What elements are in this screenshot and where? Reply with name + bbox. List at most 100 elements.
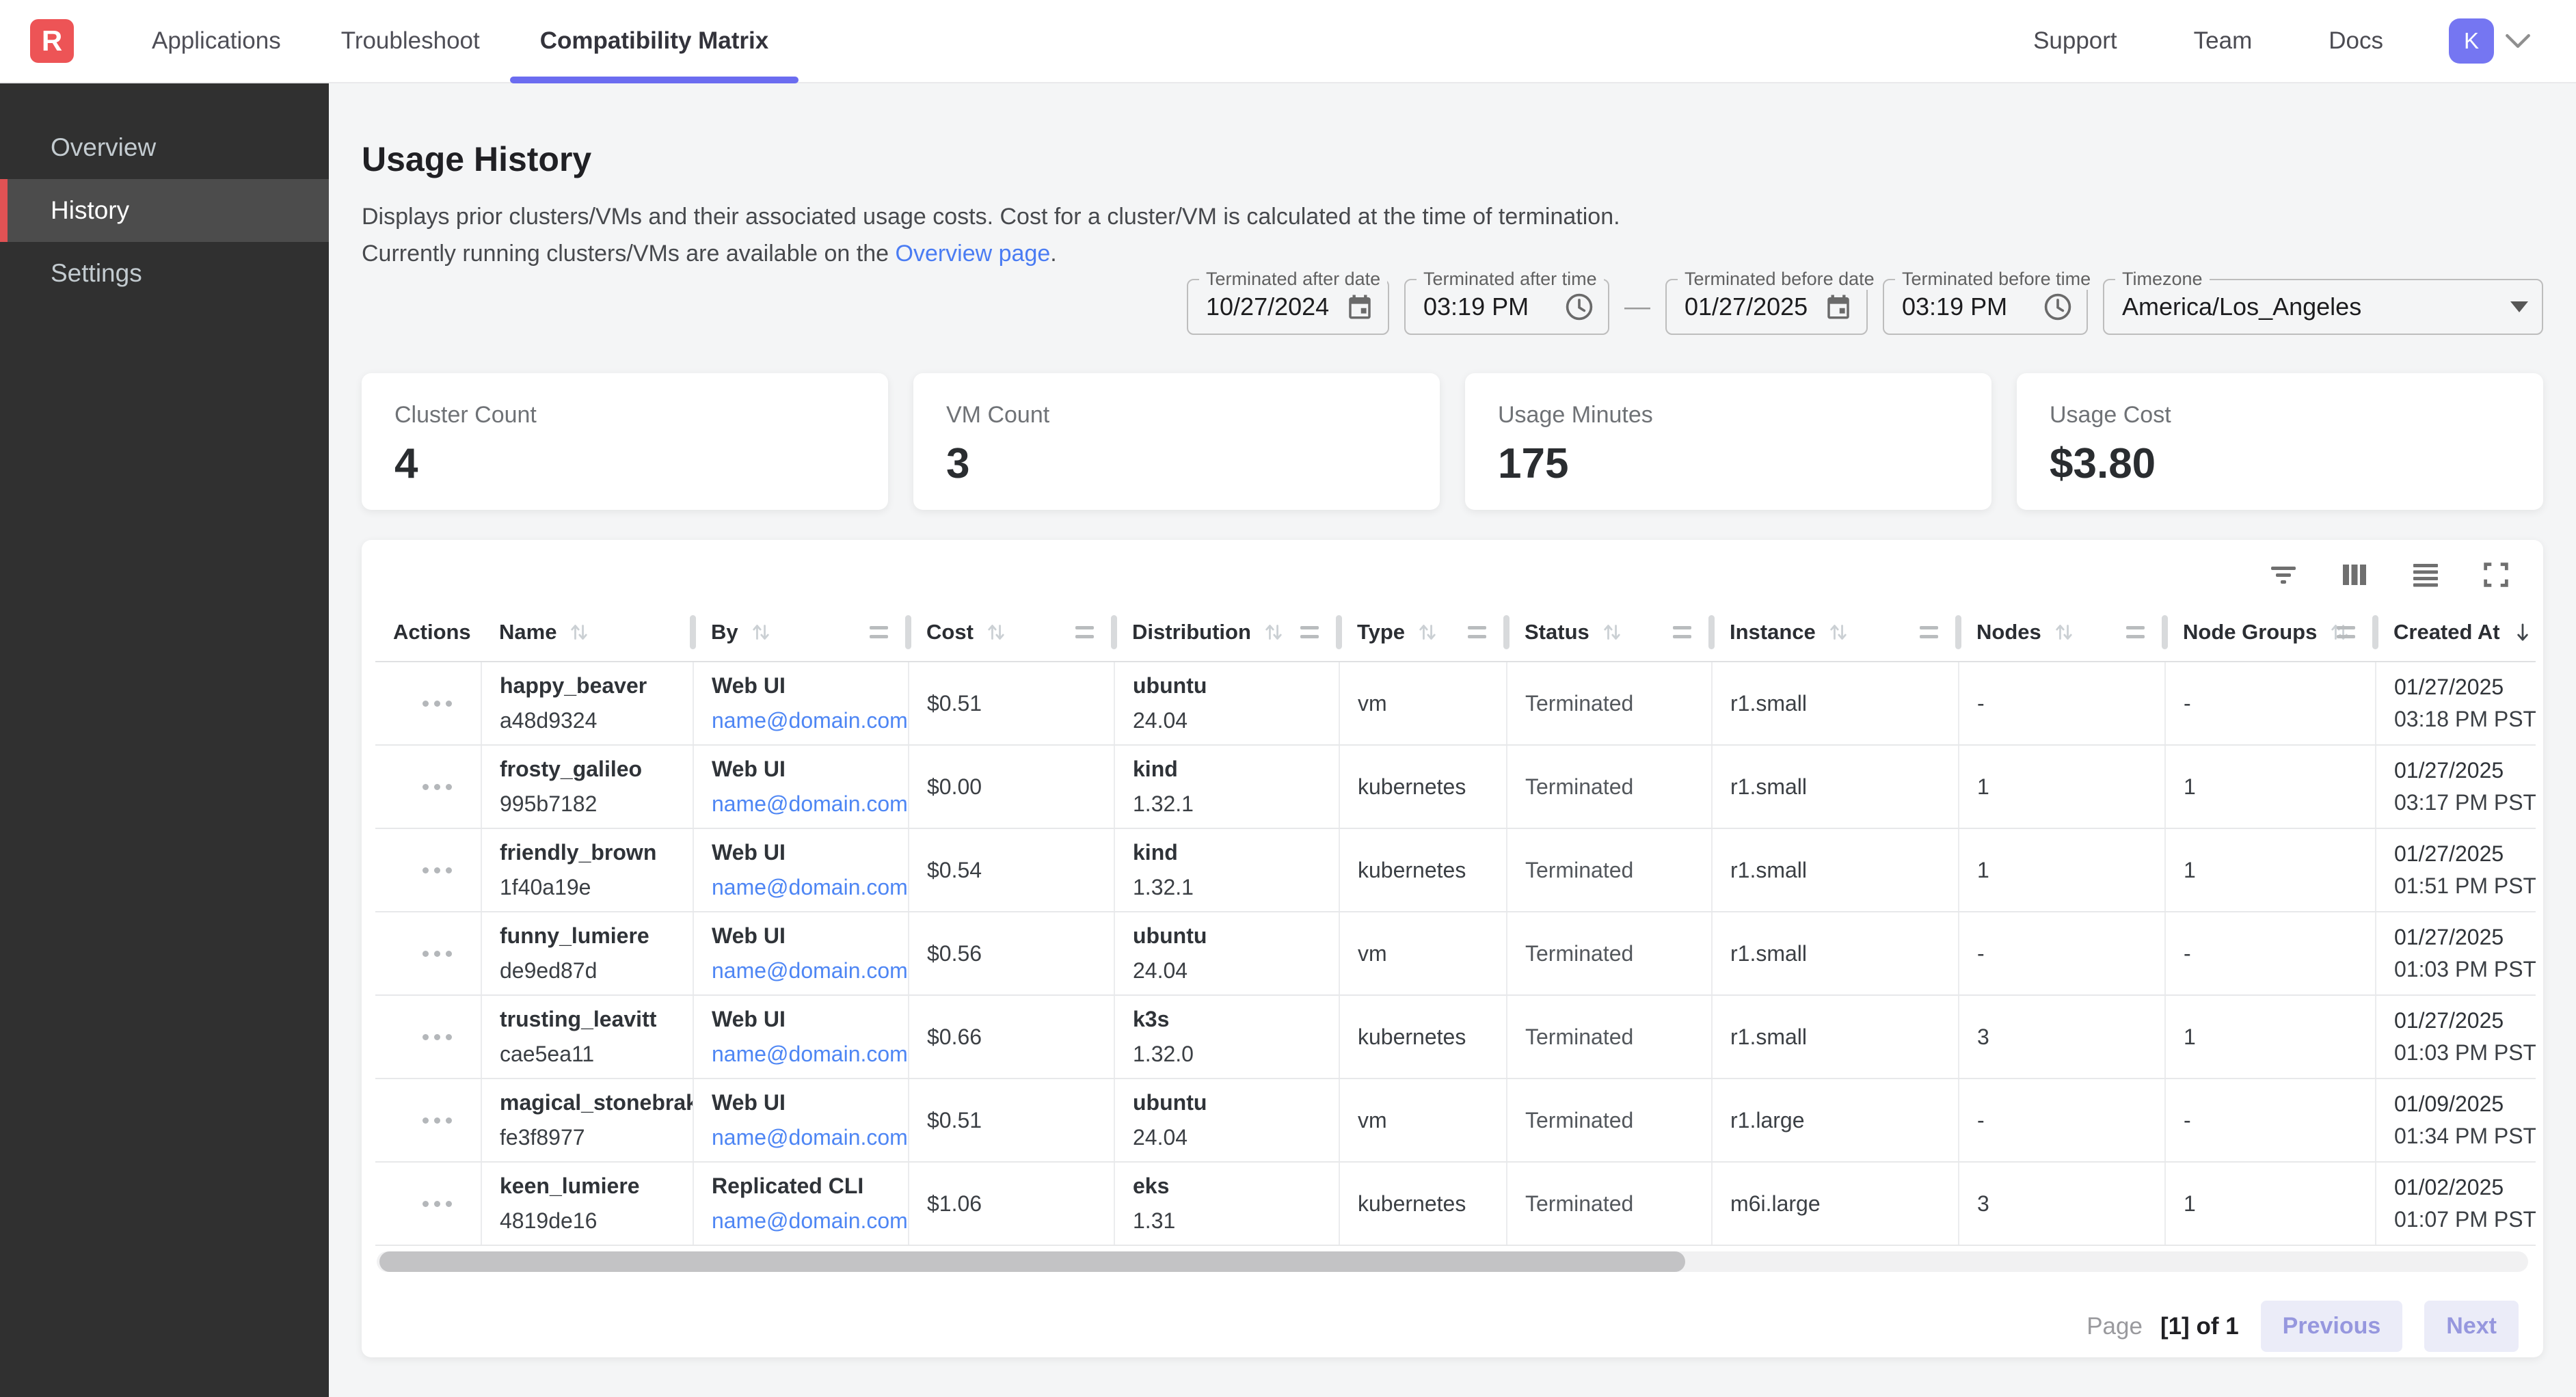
next-page-button[interactable]: Next	[2424, 1301, 2519, 1352]
docs-link[interactable]: Docs	[2329, 27, 2383, 55]
cell-actions	[375, 1079, 481, 1162]
terminated-before-date-field[interactable]: Terminated before date 01/27/2025	[1665, 279, 1868, 335]
terminated-after-date-field[interactable]: Terminated after date 10/27/2024	[1187, 279, 1389, 335]
column-header-cost[interactable]: Cost	[909, 603, 1114, 662]
column-drag-handle[interactable]	[1075, 626, 1094, 638]
cell-status: Terminated	[1507, 912, 1712, 995]
cell-cost: $0.51	[909, 1079, 1114, 1162]
tab-applications[interactable]: Applications	[122, 0, 311, 82]
cell-by-primary: Web UI	[712, 1090, 908, 1115]
stats-row: Cluster Count 4 VM Count 3 Usage Minutes…	[362, 373, 2543, 510]
fullscreen-icon[interactable]	[2480, 559, 2512, 591]
column-drag-handle[interactable]	[870, 626, 888, 638]
email-link[interactable]: name@domain.com	[712, 708, 908, 733]
column-drag-handle[interactable]	[2337, 626, 2355, 638]
previous-page-button[interactable]: Previous	[2261, 1301, 2403, 1352]
column-drag-handle[interactable]	[1300, 626, 1319, 638]
cell-by-primary: Web UI	[712, 840, 908, 865]
table-row: keen_lumiere4819de16Replicated CLIname@d…	[375, 1162, 2536, 1245]
cell-distribution-secondary: 1.32.0	[1133, 1042, 1339, 1067]
columns-icon[interactable]	[2338, 558, 2371, 591]
tab-troubleshoot[interactable]: Troubleshoot	[311, 0, 510, 82]
cell-by-secondary[interactable]: name@domain.com	[712, 791, 908, 817]
sort-icon	[1599, 619, 1625, 645]
terminated-after-time-value[interactable]: 03:19 PM	[1423, 293, 1555, 321]
column-header-distribution[interactable]: Distribution	[1114, 603, 1339, 662]
sidebar-item-settings[interactable]: Settings	[0, 242, 329, 305]
cell-name-primary: frosty_galileo	[500, 757, 693, 782]
filter-icon[interactable]	[2267, 558, 2300, 591]
email-link[interactable]: name@domain.com	[712, 958, 908, 983]
table-row: trusting_leavittcae5ea11Web UIname@domai…	[375, 995, 2536, 1079]
row-actions-button[interactable]	[393, 867, 481, 873]
row-actions-button[interactable]	[393, 784, 481, 790]
cell-status: Terminated	[1507, 828, 1712, 912]
timezone-select[interactable]: Timezone America/Los_Angeles	[2103, 279, 2543, 335]
row-actions-button[interactable]	[393, 701, 481, 707]
stat-value: 3	[946, 439, 1407, 488]
cell-status: Terminated	[1507, 1162, 1712, 1245]
tab-compatibility-matrix[interactable]: Compatibility Matrix	[510, 0, 799, 82]
cell-actions	[375, 912, 481, 995]
sidebar-item-overview[interactable]: Overview	[0, 116, 329, 179]
cell-by-secondary[interactable]: name@domain.com	[712, 1125, 908, 1150]
email-link[interactable]: name@domain.com	[712, 1208, 908, 1233]
terminated-before-time-value[interactable]: 03:19 PM	[1902, 293, 2033, 321]
cell-name-secondary: de9ed87d	[500, 958, 693, 984]
email-link[interactable]: name@domain.com	[712, 791, 908, 816]
horizontal-scrollbar[interactable]	[377, 1251, 2528, 1272]
clock-icon[interactable]	[1564, 292, 1594, 322]
column-header-type[interactable]: Type	[1339, 603, 1507, 662]
row-actions-button[interactable]	[393, 1201, 481, 1207]
column-header-status[interactable]: Status	[1507, 603, 1712, 662]
stat-value: 175	[1498, 439, 1959, 488]
chevron-down-icon[interactable]	[2504, 31, 2532, 51]
cell-node-groups: 1	[2165, 745, 2376, 828]
column-drag-handle[interactable]	[2126, 626, 2145, 638]
column-header-name[interactable]: Name	[481, 603, 693, 662]
avatar[interactable]: K	[2449, 18, 2494, 64]
email-link[interactable]: name@domain.com	[712, 875, 908, 899]
support-link[interactable]: Support	[2033, 27, 2117, 55]
cell-by-secondary[interactable]: name@domain.com	[712, 1208, 908, 1234]
cell-by-secondary[interactable]: name@domain.com	[712, 875, 908, 900]
scrollbar-thumb[interactable]	[379, 1251, 1685, 1272]
row-actions-button[interactable]	[393, 1117, 481, 1124]
column-header-node-groups[interactable]: Node Groups	[2165, 603, 2376, 662]
column-header-nodes[interactable]: Nodes	[1959, 603, 2165, 662]
column-drag-handle[interactable]	[1673, 626, 1691, 638]
overview-page-link[interactable]: Overview page	[896, 241, 1051, 267]
column-header-by[interactable]: By	[693, 603, 909, 662]
email-link[interactable]: name@domain.com	[712, 1125, 908, 1150]
column-header-instance[interactable]: Instance	[1712, 603, 1959, 662]
clock-icon[interactable]	[2043, 292, 2073, 322]
cell-distribution-primary: ubuntu	[1133, 1090, 1339, 1115]
dropdown-arrow-icon[interactable]	[2510, 301, 2528, 312]
cell-by: Replicated CLIname@domain.com	[693, 1162, 909, 1245]
replicated-logo[interactable]: R	[30, 19, 74, 63]
sort-icon	[748, 619, 774, 645]
row-actions-button[interactable]	[393, 1034, 481, 1040]
terminated-before-date-value[interactable]: 01/27/2025	[1685, 293, 1814, 321]
cell-type: vm	[1339, 912, 1507, 995]
terminated-after-date-value[interactable]: 10/27/2024	[1206, 293, 1336, 321]
calendar-icon[interactable]	[1824, 293, 1853, 321]
density-icon[interactable]	[2409, 558, 2442, 591]
email-link[interactable]: name@domain.com	[712, 1042, 908, 1066]
column-drag-handle[interactable]	[1920, 626, 1938, 638]
cell-status: Terminated	[1507, 745, 1712, 828]
cell-by-secondary[interactable]: name@domain.com	[712, 1042, 908, 1067]
row-actions-button[interactable]	[393, 951, 481, 957]
team-link[interactable]: Team	[2194, 27, 2253, 55]
terminated-after-time-field[interactable]: Terminated after time 03:19 PM	[1404, 279, 1609, 335]
calendar-icon[interactable]	[1345, 293, 1374, 321]
cell-by-secondary[interactable]: name@domain.com	[712, 958, 908, 984]
column-header-actions: Actions	[375, 603, 481, 662]
column-drag-handle[interactable]	[1468, 626, 1486, 638]
sidebar-item-history[interactable]: History	[0, 179, 329, 242]
terminated-before-time-field[interactable]: Terminated before time 03:19 PM	[1883, 279, 2088, 335]
timezone-value[interactable]: America/Los_Angeles	[2122, 293, 2501, 321]
cell-by-secondary[interactable]: name@domain.com	[712, 708, 908, 733]
column-header-created-at[interactable]: Created At	[2376, 603, 2536, 662]
cell-node-groups: -	[2165, 662, 2376, 745]
